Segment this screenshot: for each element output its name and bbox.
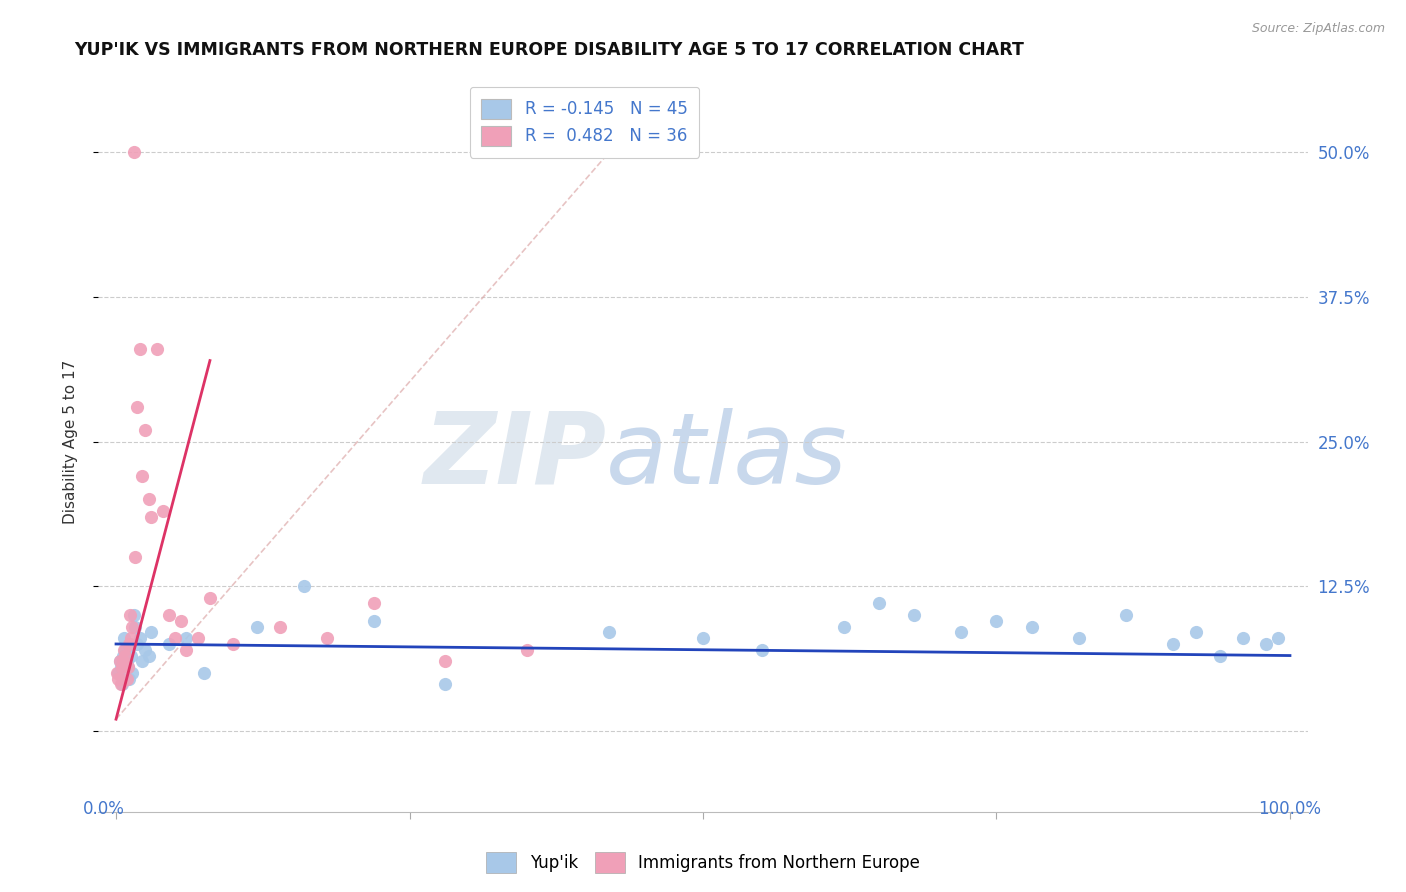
Point (118, 672, 141, 686)
Point (117, 660, 139, 674)
Point (118, 637, 141, 651)
Point (903, 608, 925, 623)
Point (131, 654, 153, 668)
Text: 0.0%: 0.0% (83, 800, 125, 818)
Point (1161, 637, 1184, 651)
Point (115, 672, 138, 686)
Point (1208, 648, 1230, 663)
Point (131, 469, 153, 483)
Point (121, 619, 143, 633)
Point (120, 631, 142, 645)
Point (176, 631, 198, 645)
Text: YUP'IK VS IMMIGRANTS FROM NORTHERN EUROPE DISABILITY AGE 5 TO 17 CORRELATION CHA: YUP'IK VS IMMIGRANTS FROM NORTHERN EUROP… (75, 41, 1024, 59)
Point (692, 631, 714, 645)
Point (141, 625, 163, 640)
Point (198, 591, 221, 605)
Point (157, 608, 180, 623)
Point (163, 631, 186, 645)
Point (1115, 608, 1137, 623)
Point (112, 642, 135, 657)
Point (120, 608, 142, 623)
Point (120, 637, 142, 651)
Point (169, 614, 191, 628)
Point (193, 665, 215, 680)
Point (128, 631, 150, 645)
Point (1232, 631, 1254, 645)
Point (246, 619, 269, 633)
Point (152, 504, 174, 518)
Point (868, 597, 890, 611)
Point (111, 660, 134, 674)
Point (107, 672, 129, 686)
Point (187, 631, 209, 645)
Point (134, 642, 156, 657)
Point (117, 660, 139, 674)
Point (138, 492, 160, 507)
Point (316, 631, 339, 645)
Point (1021, 619, 1043, 633)
Point (1267, 631, 1289, 645)
Point (112, 631, 135, 645)
Legend: Yup'ik, Immigrants from Northern Europe: Yup'ik, Immigrants from Northern Europe (479, 846, 927, 880)
Point (110, 677, 132, 691)
Point (122, 608, 145, 623)
Point (598, 625, 620, 640)
Point (1067, 631, 1090, 645)
Point (1256, 637, 1278, 651)
Text: Source: ZipAtlas.com: Source: ZipAtlas.com (1251, 22, 1385, 36)
Point (1185, 625, 1208, 640)
Point (128, 342, 150, 356)
Point (363, 597, 385, 611)
Point (222, 637, 245, 651)
Point (157, 637, 180, 651)
Point (433, 654, 456, 668)
Point (363, 614, 385, 628)
Point (141, 509, 163, 524)
Point (269, 619, 291, 633)
Point (112, 648, 135, 663)
Point (122, 145, 145, 160)
Point (986, 614, 1008, 628)
Point (751, 642, 773, 657)
Point (108, 654, 131, 668)
Point (950, 625, 973, 640)
Text: ZIP: ZIP (423, 408, 606, 505)
Point (124, 550, 146, 565)
Point (127, 637, 149, 651)
Point (115, 654, 138, 668)
Point (120, 648, 142, 663)
Point (127, 400, 149, 414)
Point (110, 660, 132, 674)
Point (111, 677, 134, 691)
Point (121, 665, 143, 680)
Point (114, 648, 136, 663)
Y-axis label: Disability Age 5 to 17: Disability Age 5 to 17 (63, 359, 77, 524)
Point (107, 665, 129, 680)
Legend: R = -0.145   N = 45, R =  0.482   N = 36: R = -0.145 N = 45, R = 0.482 N = 36 (470, 87, 699, 158)
Text: 100.0%: 100.0% (1258, 800, 1322, 818)
Point (112, 654, 135, 668)
Point (114, 642, 136, 657)
Point (292, 579, 315, 593)
Point (134, 423, 156, 437)
Point (138, 648, 160, 663)
Point (433, 677, 456, 691)
Point (108, 654, 131, 668)
Point (105, 665, 128, 680)
Point (832, 619, 855, 633)
Point (124, 619, 146, 633)
Point (146, 342, 169, 356)
Point (176, 642, 198, 657)
Point (516, 642, 538, 657)
Text: atlas: atlas (606, 408, 848, 505)
